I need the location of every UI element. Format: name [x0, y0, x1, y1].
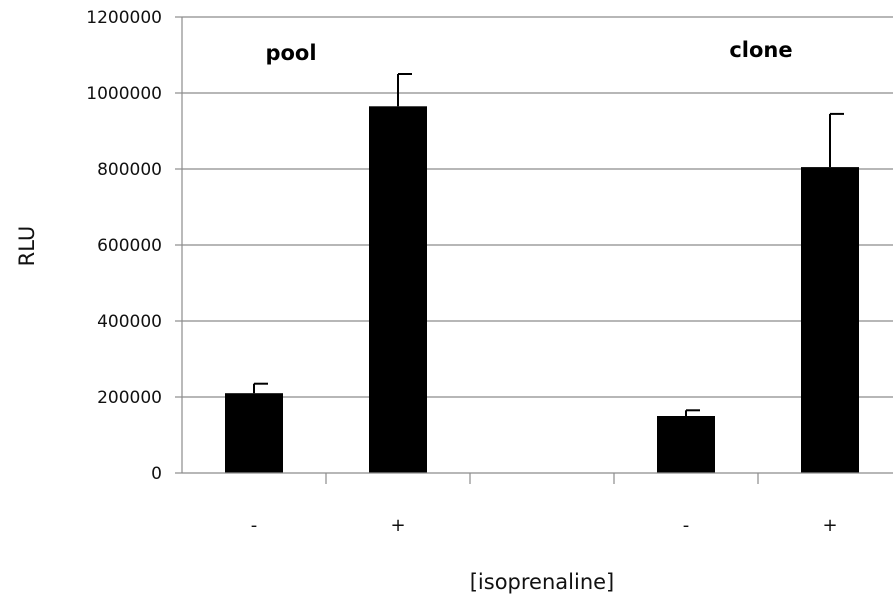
error-bars [253, 73, 844, 416]
group-label-clone: clone [729, 38, 792, 62]
group-label-pool: pool [265, 41, 316, 65]
y-tick-label: 1000000 [86, 84, 162, 104]
gridlines [182, 16, 893, 398]
x-tick-labels: - + - + [251, 515, 838, 536]
error-bar [253, 382, 268, 394]
error-bar [397, 73, 412, 107]
x-axis-title: [isoprenaline] [470, 570, 615, 594]
x-tick-label: - [683, 515, 690, 536]
y-tick-label: 600000 [97, 236, 162, 256]
error-bar [829, 112, 844, 168]
axes [175, 16, 893, 484]
y-tick-label: 1200000 [86, 8, 162, 28]
bar [657, 416, 715, 473]
bar [225, 393, 283, 473]
x-tick-label: + [822, 515, 837, 536]
y-axis-title: RLU [15, 226, 39, 267]
error-bar [685, 409, 700, 416]
y-tick-labels: 0 200000 400000 600000 800000 1000000 1200000 [86, 8, 162, 484]
y-tick-label: 0 [151, 464, 162, 484]
y-tick-label: 800000 [97, 160, 162, 180]
y-tick-label: 400000 [97, 312, 162, 332]
bar [801, 167, 859, 473]
x-tick-label: + [390, 515, 405, 536]
x-tick-label: - [251, 515, 258, 536]
bars [225, 106, 859, 474]
bar [369, 106, 427, 474]
y-tick-label: 200000 [97, 388, 162, 408]
